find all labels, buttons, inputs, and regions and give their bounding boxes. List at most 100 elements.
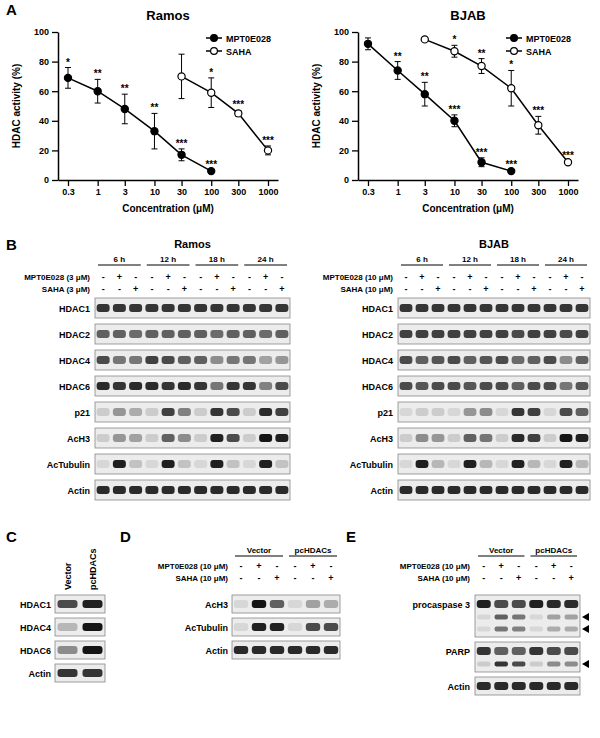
error-bar <box>65 68 71 89</box>
band <box>178 304 191 312</box>
band <box>480 382 493 390</box>
band <box>464 356 477 364</box>
band <box>544 382 557 390</box>
y-tick-mark <box>352 150 358 151</box>
x-tick-mark <box>568 180 569 186</box>
x-tick-mark <box>211 180 212 186</box>
band <box>162 356 175 364</box>
treatment-sign: - <box>294 573 297 583</box>
band <box>194 330 207 338</box>
band <box>564 647 578 655</box>
blot-box <box>232 595 340 613</box>
band <box>162 408 175 416</box>
blot-box <box>475 595 580 637</box>
marker <box>121 105 128 112</box>
error-bar <box>535 116 541 134</box>
band <box>432 382 445 390</box>
band <box>210 304 223 312</box>
group-underline <box>289 556 337 557</box>
treatment-sign: - <box>102 284 105 294</box>
arrowhead <box>582 625 589 633</box>
band <box>210 408 223 416</box>
row-label: Actin <box>29 669 52 679</box>
band <box>416 330 429 338</box>
treatment-sign: - <box>405 272 408 282</box>
band <box>270 646 284 654</box>
treatment-sign: + <box>435 284 440 294</box>
band <box>477 647 491 655</box>
group-label: 24 h <box>258 255 274 264</box>
treatment-sign: - <box>405 284 408 294</box>
significance-label: ** <box>394 51 402 62</box>
treatment-sign: - <box>549 272 552 282</box>
band <box>178 434 191 442</box>
error-cap <box>65 88 71 89</box>
band <box>416 304 429 312</box>
band <box>448 304 461 312</box>
treatment-sign: - <box>248 272 251 282</box>
band <box>528 304 541 312</box>
y-tick-label: 100 <box>334 27 349 37</box>
marker <box>264 147 271 154</box>
treatment-sign: + <box>467 272 472 282</box>
blot-box <box>95 402 290 422</box>
row-label: HDAC1 <box>59 304 90 314</box>
blot-box <box>95 298 290 318</box>
band <box>210 460 223 468</box>
band <box>544 356 557 364</box>
band <box>58 623 78 631</box>
x-axis-title: Concentration (μM) <box>422 203 514 214</box>
band <box>227 304 240 312</box>
band <box>496 408 509 416</box>
band <box>145 486 158 494</box>
legend-label: MPT0E028 <box>226 34 271 44</box>
y-tick-mark <box>352 91 358 92</box>
band <box>464 382 477 390</box>
band <box>113 486 126 494</box>
treatment-sign: + <box>310 561 315 571</box>
band <box>544 460 557 468</box>
group-label: Vector <box>489 546 513 555</box>
treatment-sign: + <box>515 272 520 282</box>
series-line <box>425 39 568 162</box>
band <box>560 460 573 468</box>
band <box>210 356 223 364</box>
band <box>275 408 288 416</box>
band <box>97 434 110 442</box>
x-tick-mark <box>398 180 399 186</box>
treatment-sign: - <box>581 272 584 282</box>
band <box>129 304 142 312</box>
x-tick: 1 <box>96 180 101 197</box>
significance-label: *** <box>262 135 274 146</box>
row-label: PARP <box>446 647 470 657</box>
error-bar <box>265 146 271 155</box>
band <box>58 646 78 654</box>
treatment-label: MPT0E028 (10 μM) <box>323 273 394 282</box>
blot-box <box>95 376 290 396</box>
band <box>477 682 491 690</box>
marker <box>178 73 185 80</box>
x-tick: 1 <box>396 180 401 197</box>
band <box>227 460 240 468</box>
treatment-sign: + <box>531 284 536 294</box>
band <box>560 330 573 338</box>
x-tick: 100 <box>204 180 219 197</box>
band <box>178 408 191 416</box>
treatment-sign: - <box>482 573 485 583</box>
band <box>432 304 445 312</box>
band <box>162 304 175 312</box>
treatment-sign: - <box>276 561 279 571</box>
treatment-sign: - <box>183 272 186 282</box>
marker <box>94 88 101 95</box>
x-tick-label: 100 <box>504 187 519 197</box>
panel-label: C <box>6 528 17 545</box>
significance-label: *** <box>449 104 461 115</box>
significance-label: *** <box>232 99 244 110</box>
error-cap <box>535 134 541 135</box>
band <box>145 382 158 390</box>
y-tick-label: 60 <box>339 87 349 97</box>
treatment-sign: - <box>437 272 440 282</box>
band <box>528 356 541 364</box>
blot: VectorpcHDACsMPT0E028 (10 μM)-+--+-SAHA … <box>158 546 340 659</box>
error-cap <box>179 98 185 99</box>
